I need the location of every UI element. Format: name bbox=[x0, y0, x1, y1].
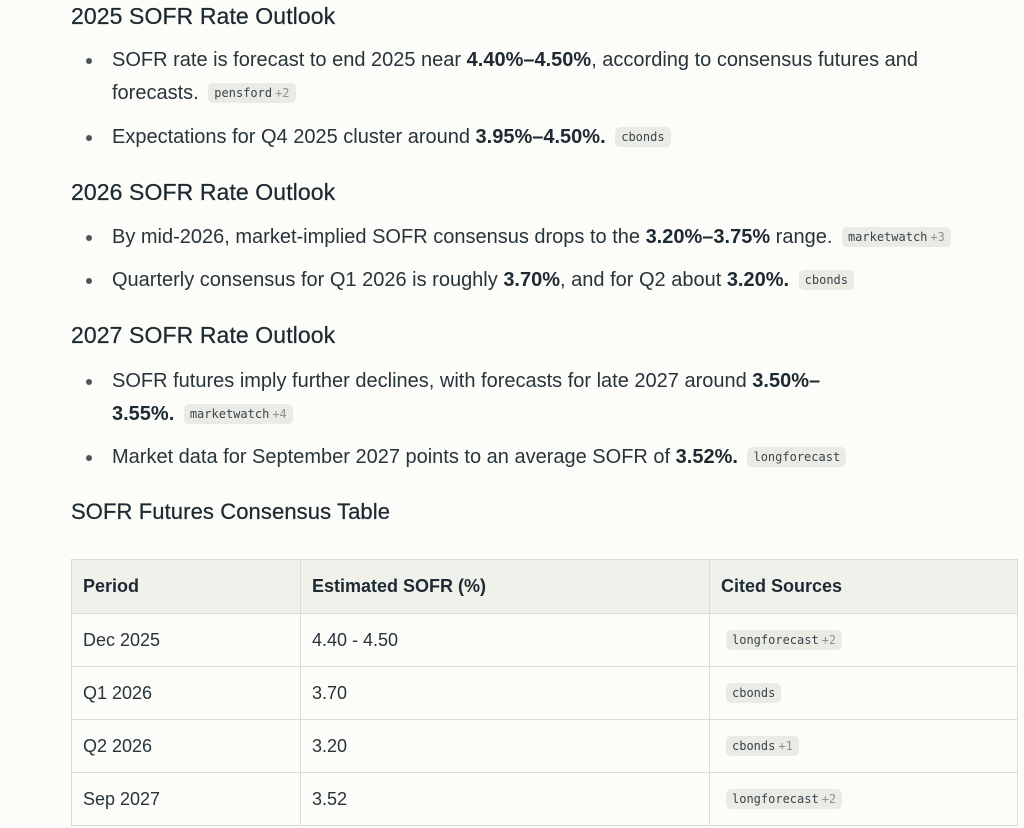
consensus-table: Period Estimated SOFR (%) Cited Sources … bbox=[71, 559, 1018, 826]
cell-period: Q1 2026 bbox=[71, 666, 301, 720]
citation-chip[interactable]: cbonds +1 bbox=[726, 735, 799, 756]
bullet-dot bbox=[86, 278, 92, 284]
cell-sources: longforecast +2 bbox=[709, 772, 1018, 826]
column-header-period: Period bbox=[71, 559, 301, 614]
rate-value: 3.70% bbox=[503, 269, 561, 291]
table-row: Sep 2027 3.52 longforecast +2 bbox=[71, 772, 1018, 826]
section-heading-2026: 2026 SOFR Rate Outlook bbox=[71, 179, 336, 205]
citation-chip[interactable]: longforecast +2 bbox=[726, 629, 843, 650]
rate-value: 3.20%. bbox=[726, 269, 790, 291]
bullet-list-2026: By mid-2026, market-implied SOFR consens… bbox=[0, 221, 1024, 297]
list-item: SOFR futures imply further declines, wit… bbox=[0, 365, 1024, 431]
citation-chip[interactable]: marketwatch +3 bbox=[841, 227, 951, 247]
bullet-dot bbox=[86, 235, 92, 241]
bullet-list-2025: SOFR rate is forecast to end 2025 near 4… bbox=[0, 44, 1024, 154]
citation-chip[interactable]: cbonds bbox=[726, 682, 782, 703]
bullet-dot bbox=[86, 379, 92, 385]
rate-range: 3.95%–4.50%. bbox=[475, 126, 606, 148]
citation-chip[interactable]: cbonds bbox=[798, 270, 854, 290]
rate-range: 3.20%–3.75% bbox=[645, 226, 771, 248]
cell-estimate: 4.40 - 4.50 bbox=[300, 613, 710, 667]
cell-period: Sep 2027 bbox=[71, 772, 301, 826]
cell-period: Q2 2026 bbox=[71, 719, 301, 773]
list-item: Expectations for Q4 2025 cluster around … bbox=[0, 121, 1024, 154]
table-row: Dec 2025 4.40 - 4.50 longforecast +2 bbox=[71, 613, 1018, 667]
bullet-dot bbox=[86, 58, 92, 64]
section-heading-2027: 2027 SOFR Rate Outlook bbox=[71, 322, 336, 348]
cell-estimate: 3.20 bbox=[300, 719, 710, 773]
cell-period: Dec 2025 bbox=[71, 613, 301, 667]
cell-sources: cbonds +1 bbox=[709, 719, 1018, 773]
cell-estimate: 3.70 bbox=[300, 666, 710, 720]
bullet-dot bbox=[86, 455, 92, 461]
table-title: SOFR Futures Consensus Table bbox=[71, 499, 391, 524]
rate-value: 3.52%. bbox=[675, 446, 738, 468]
list-item: By mid-2026, market-implied SOFR consens… bbox=[0, 221, 1024, 254]
cell-estimate: 3.52 bbox=[300, 772, 710, 826]
list-item: SOFR rate is forecast to end 2025 near 4… bbox=[0, 44, 1024, 110]
list-item: Quarterly consensus for Q1 2026 is rough… bbox=[0, 264, 1024, 297]
cell-sources: longforecast +2 bbox=[709, 613, 1018, 667]
citation-chip[interactable]: pensford +2 bbox=[208, 83, 296, 103]
rate-range-end: 3.55%. bbox=[112, 403, 175, 425]
bullet-list-2027: SOFR futures imply further declines, wit… bbox=[0, 365, 1024, 474]
column-header-estimate: Estimated SOFR (%) bbox=[300, 559, 710, 614]
cell-sources: cbonds bbox=[709, 666, 1018, 720]
citation-chip[interactable]: marketwatch +4 bbox=[183, 404, 293, 424]
citation-chip[interactable]: longforecast +2 bbox=[726, 788, 843, 809]
column-header-sources: Cited Sources bbox=[709, 559, 1018, 614]
table-row: Q1 2026 3.70 cbonds bbox=[71, 666, 1018, 720]
bullet-dot bbox=[86, 135, 92, 141]
table-header-row: Period Estimated SOFR (%) Cited Sources bbox=[71, 559, 1018, 614]
citation-chip[interactable]: longforecast bbox=[747, 447, 847, 467]
list-item: Market data for September 2027 points to… bbox=[0, 441, 1024, 474]
rate-range: 4.40%–4.50% bbox=[466, 49, 592, 71]
section-heading-2025: 2025 SOFR Rate Outlook bbox=[71, 3, 336, 29]
table-row: Q2 2026 3.20 cbonds +1 bbox=[71, 719, 1018, 773]
citation-chip[interactable]: cbonds bbox=[615, 127, 671, 147]
rate-range: 3.50%– bbox=[752, 370, 821, 392]
